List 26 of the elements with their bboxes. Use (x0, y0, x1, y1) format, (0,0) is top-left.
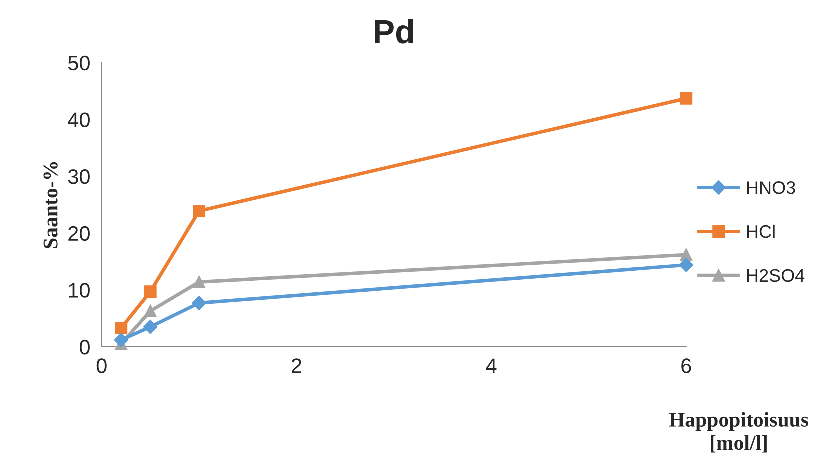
x-tick-label: 6 (682, 358, 692, 374)
y-tick-label: 30 (68, 170, 90, 184)
y-tick-label: 20 (68, 226, 90, 242)
y-axis-title: Saanto-% (44, 162, 58, 248)
point (679, 258, 694, 272)
y-tick-label: 40 (68, 112, 90, 128)
y-tick-label: 50 (68, 56, 90, 71)
point (144, 304, 157, 318)
point (144, 320, 158, 334)
x-tick-label: 4 (486, 358, 497, 374)
legend-label: HCl (747, 224, 775, 238)
x-tick-label: 2 (292, 358, 302, 374)
y-tick-label: 0 (80, 340, 90, 355)
x-tick-label: 0 (96, 358, 107, 374)
legend-label: H2SO4 (747, 269, 805, 282)
point (114, 333, 128, 348)
point (192, 296, 206, 310)
legend-label: HNO3 (747, 182, 796, 194)
point (144, 286, 157, 298)
x-axis-title: Happopitoisuus [mol/l] (669, 412, 809, 453)
point (680, 92, 693, 105)
point (193, 276, 206, 288)
y-tick-label: 10 (69, 283, 90, 298)
chart-title: Pd (375, 19, 414, 44)
point (115, 322, 128, 334)
point (193, 204, 206, 218)
